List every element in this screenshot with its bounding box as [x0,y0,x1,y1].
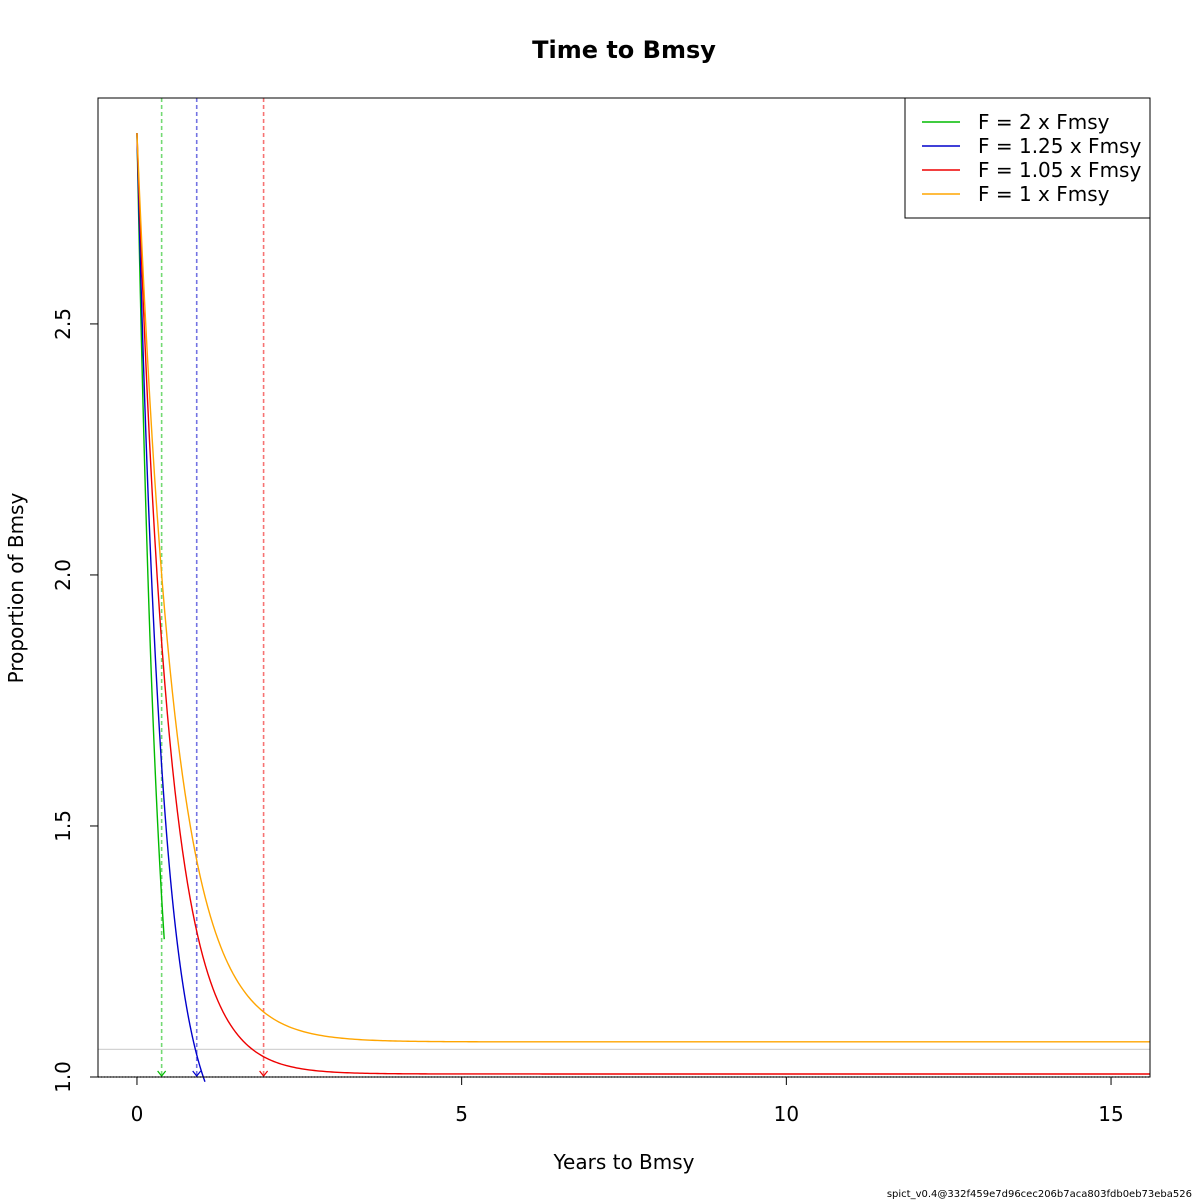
series-line-4 [136,133,1150,1043]
time-to-bmsy-arrow-1 [157,1070,167,1077]
legend-label-2: F = 1.25 x Fmsy [978,134,1141,158]
y-axis-label: Proportion of Bmsy [4,493,28,684]
series-line-3 [136,133,1150,1075]
plot-area [98,98,1150,1083]
y-axis: 1.0 1.5 2.0 2.5 [51,308,99,1093]
x-tick-label-2: 10 [774,1102,799,1126]
legend-label-3: F = 1.05 x Fmsy [978,158,1141,182]
version-stamp: spict_v0.4@332f459e7d96cec206b7aca803fdb… [887,1189,1192,1200]
time-to-bmsy-arrow-2 [192,1070,202,1077]
x-axis: 0 5 10 15 [131,1076,1124,1126]
series-line-1 [136,133,165,940]
x-tick-label-1: 5 [455,1102,468,1126]
chart-title: Time to Bmsy [532,36,716,64]
y-tick-label-2: 2.0 [51,559,75,591]
time-to-bmsy-arrow-3 [259,1070,269,1077]
y-tick-label-3: 2.5 [51,308,75,340]
series-line-2 [136,133,206,1083]
y-tick-label-1: 1.5 [51,810,75,842]
legend-box [904,97,1151,219]
legend-label-1: F = 2 x Fmsy [978,110,1110,134]
x-tick-label-3: 15 [1098,1102,1123,1126]
x-axis-label: Years to Bmsy [552,1150,694,1174]
legend-label-4: F = 1 x Fmsy [978,182,1110,206]
x-tick-label-0: 0 [131,1102,144,1126]
plot-frame [97,97,1151,1078]
y-tick-label-0: 1.0 [51,1061,75,1093]
